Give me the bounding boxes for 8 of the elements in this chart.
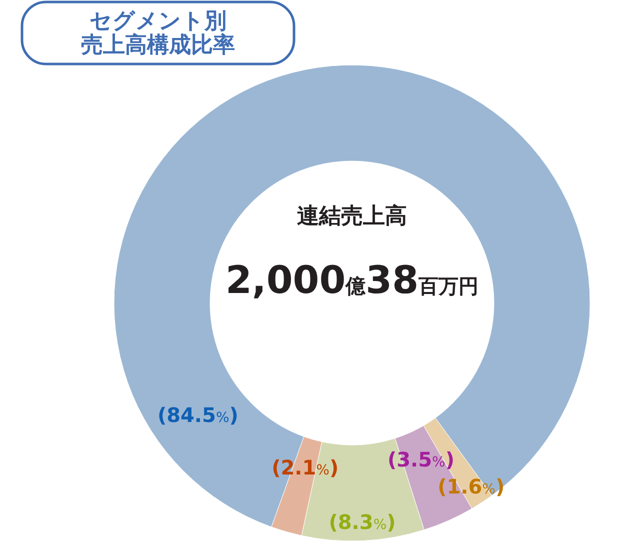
chart-title: セグメント別売上高構成比率	[81, 9, 235, 58]
data-label: (84.5%)	[157, 403, 238, 428]
text: 連結売上高	[297, 203, 407, 229]
data-label: (3.5%)	[387, 447, 454, 472]
text: 2,000億38百万円	[225, 258, 479, 302]
data-label: (1.6%)	[438, 474, 505, 499]
data-label: (8.3%)	[328, 510, 396, 534]
data-label: (2.1%)	[272, 455, 339, 480]
